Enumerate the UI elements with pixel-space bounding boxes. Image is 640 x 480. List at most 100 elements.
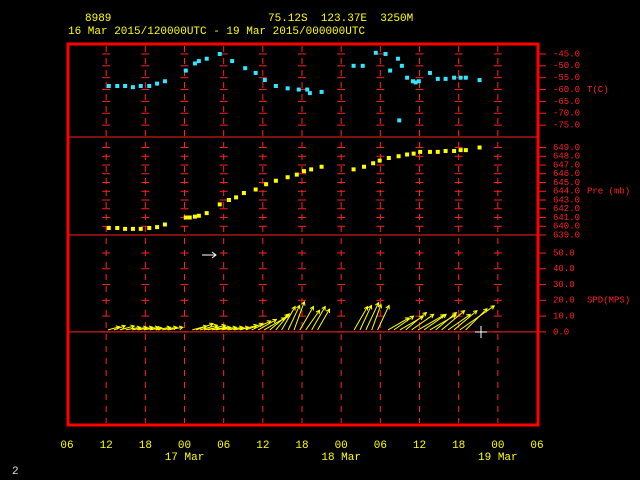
wind-arrow [275,313,290,331]
data-point [147,226,152,230]
frame [66,42,540,427]
x-tick-label: 18 [139,440,152,452]
data-point [273,178,278,183]
data-point [162,222,167,227]
data-point [147,83,152,88]
data-point [383,51,388,56]
data-point [397,118,402,123]
y-axis-label: Pre (mb) [587,187,630,197]
data-point [463,148,468,153]
y-tick-label: -45.0 [553,49,580,59]
wind-arrow [453,309,478,331]
wind-arrow [199,323,219,331]
x-tick-label: 00 [335,440,348,452]
wind-arrow [287,304,301,331]
data-point [305,87,310,92]
y-tick-label: 644.0 [553,187,580,197]
x-tick-label: 00 [178,440,191,452]
data-point [192,61,197,66]
data-point [204,56,209,61]
wind-arrow [387,317,410,331]
data-point [123,83,128,88]
data-point [192,214,197,219]
data-point [115,83,120,88]
x-tick-label: 06 [530,440,543,452]
data-point [294,172,299,177]
y-tick-label: 649.0 [553,143,580,153]
wind-arrow [257,318,278,331]
x-tick-label: 06 [374,440,387,452]
wind-arrow [465,307,488,331]
station-location: 75.12S 123.37E 3250M [268,13,413,25]
data-point [253,70,258,75]
data-point [405,152,410,157]
data-point [187,215,192,220]
wind-arrow [353,305,369,331]
data-point [226,198,231,202]
data-point [452,75,457,80]
page-number: 2 [12,466,19,478]
y-tick-label: 20.0 [553,296,575,306]
data-point [443,76,448,81]
data-point [230,59,235,64]
data-point [418,149,423,154]
y-tick-label: -75.0 [553,121,580,131]
y-tick-label: 648.0 [553,152,580,162]
wind-arrow [423,313,447,331]
y-tick-label: 640.0 [553,222,580,232]
data-point [360,63,365,68]
x-tick-label: 18 [295,440,308,452]
data-point [183,215,188,220]
data-point [410,79,415,84]
wind-arrow [459,305,496,331]
y-tick-label: -65.0 [553,97,580,107]
wind-arrow [411,313,435,331]
data-point [217,51,222,56]
wind-arrow [441,309,466,331]
data-point [373,50,378,55]
x-tick-label: 12 [100,440,113,452]
data-point [196,213,201,218]
data-point [285,175,290,180]
date-label: 19 Mar [478,452,518,464]
data-point [217,202,222,207]
y-tick-label: 30.0 [553,280,575,290]
data-point [273,83,278,88]
data-point [285,86,290,91]
data-point [138,83,143,88]
data-point [319,164,324,169]
data-point [396,154,401,159]
data-point [130,226,135,231]
data-point [477,145,482,150]
data-point [371,161,376,166]
data-point [241,191,246,195]
data-point [463,75,468,80]
wind-arrow [207,323,227,331]
date-label: 18 Mar [321,452,361,464]
data-point [399,63,404,68]
y-tick-label: 641.0 [553,213,580,223]
data-point [362,164,367,169]
wind-arrow [317,308,331,331]
data-point [301,169,306,174]
data-point [234,195,239,200]
wind-arrow [435,311,458,331]
y-tick-label: 646.0 [553,169,580,179]
data-point [155,81,160,86]
x-tick-label: 06 [217,440,230,452]
data-point [319,89,324,94]
data-point [106,83,111,88]
data-point [309,167,314,172]
y-tick-label: -55.0 [553,73,580,83]
data-point [413,80,418,85]
data-point [123,226,128,231]
wind-arrow [119,324,136,331]
y-tick-label: 639.0 [553,230,580,240]
data-point [416,79,421,84]
data-point [296,87,301,92]
data-point [253,187,258,192]
wind-arrow [168,325,184,331]
data-point [264,182,269,187]
data-point [155,225,160,230]
